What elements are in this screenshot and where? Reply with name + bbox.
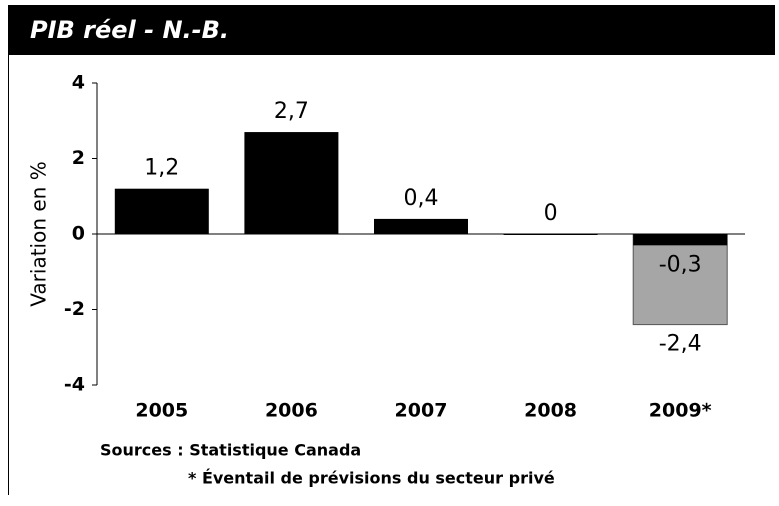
x-tick-label: 2009*: [649, 400, 712, 422]
value-label: 1,2: [144, 156, 179, 181]
x-tick-label: 2005: [135, 400, 188, 422]
y-tick-label: 0: [72, 223, 85, 245]
y-axis-label: Variation en %: [27, 161, 51, 306]
source-note: Sources : Statistique Canada: [100, 441, 361, 460]
y-tick-label: -4: [64, 374, 85, 396]
bar: [374, 218, 468, 234]
value-label: -2,4: [659, 332, 702, 357]
y-tick-label: 2: [72, 147, 85, 169]
y-tick-label: -2: [64, 298, 85, 320]
value-label: 0: [544, 201, 558, 226]
bar: [244, 132, 339, 234]
title-band: [8, 5, 775, 55]
x-tick-label: 2008: [524, 400, 577, 422]
value-label: 2,7: [274, 99, 309, 124]
chart-title: PIB réel - N.-B.: [30, 16, 229, 44]
forecast-note: * Éventail de prévisions du secteur priv…: [188, 469, 555, 488]
bar: [633, 234, 728, 246]
value-label: -0,3: [659, 252, 702, 277]
value-label: 0,4: [404, 186, 439, 211]
x-tick-label: 2006: [265, 400, 318, 422]
y-tick-label: 4: [72, 72, 85, 94]
bar: [632, 233, 728, 326]
x-tick-label: 2007: [395, 400, 448, 422]
bar: [114, 188, 209, 234]
